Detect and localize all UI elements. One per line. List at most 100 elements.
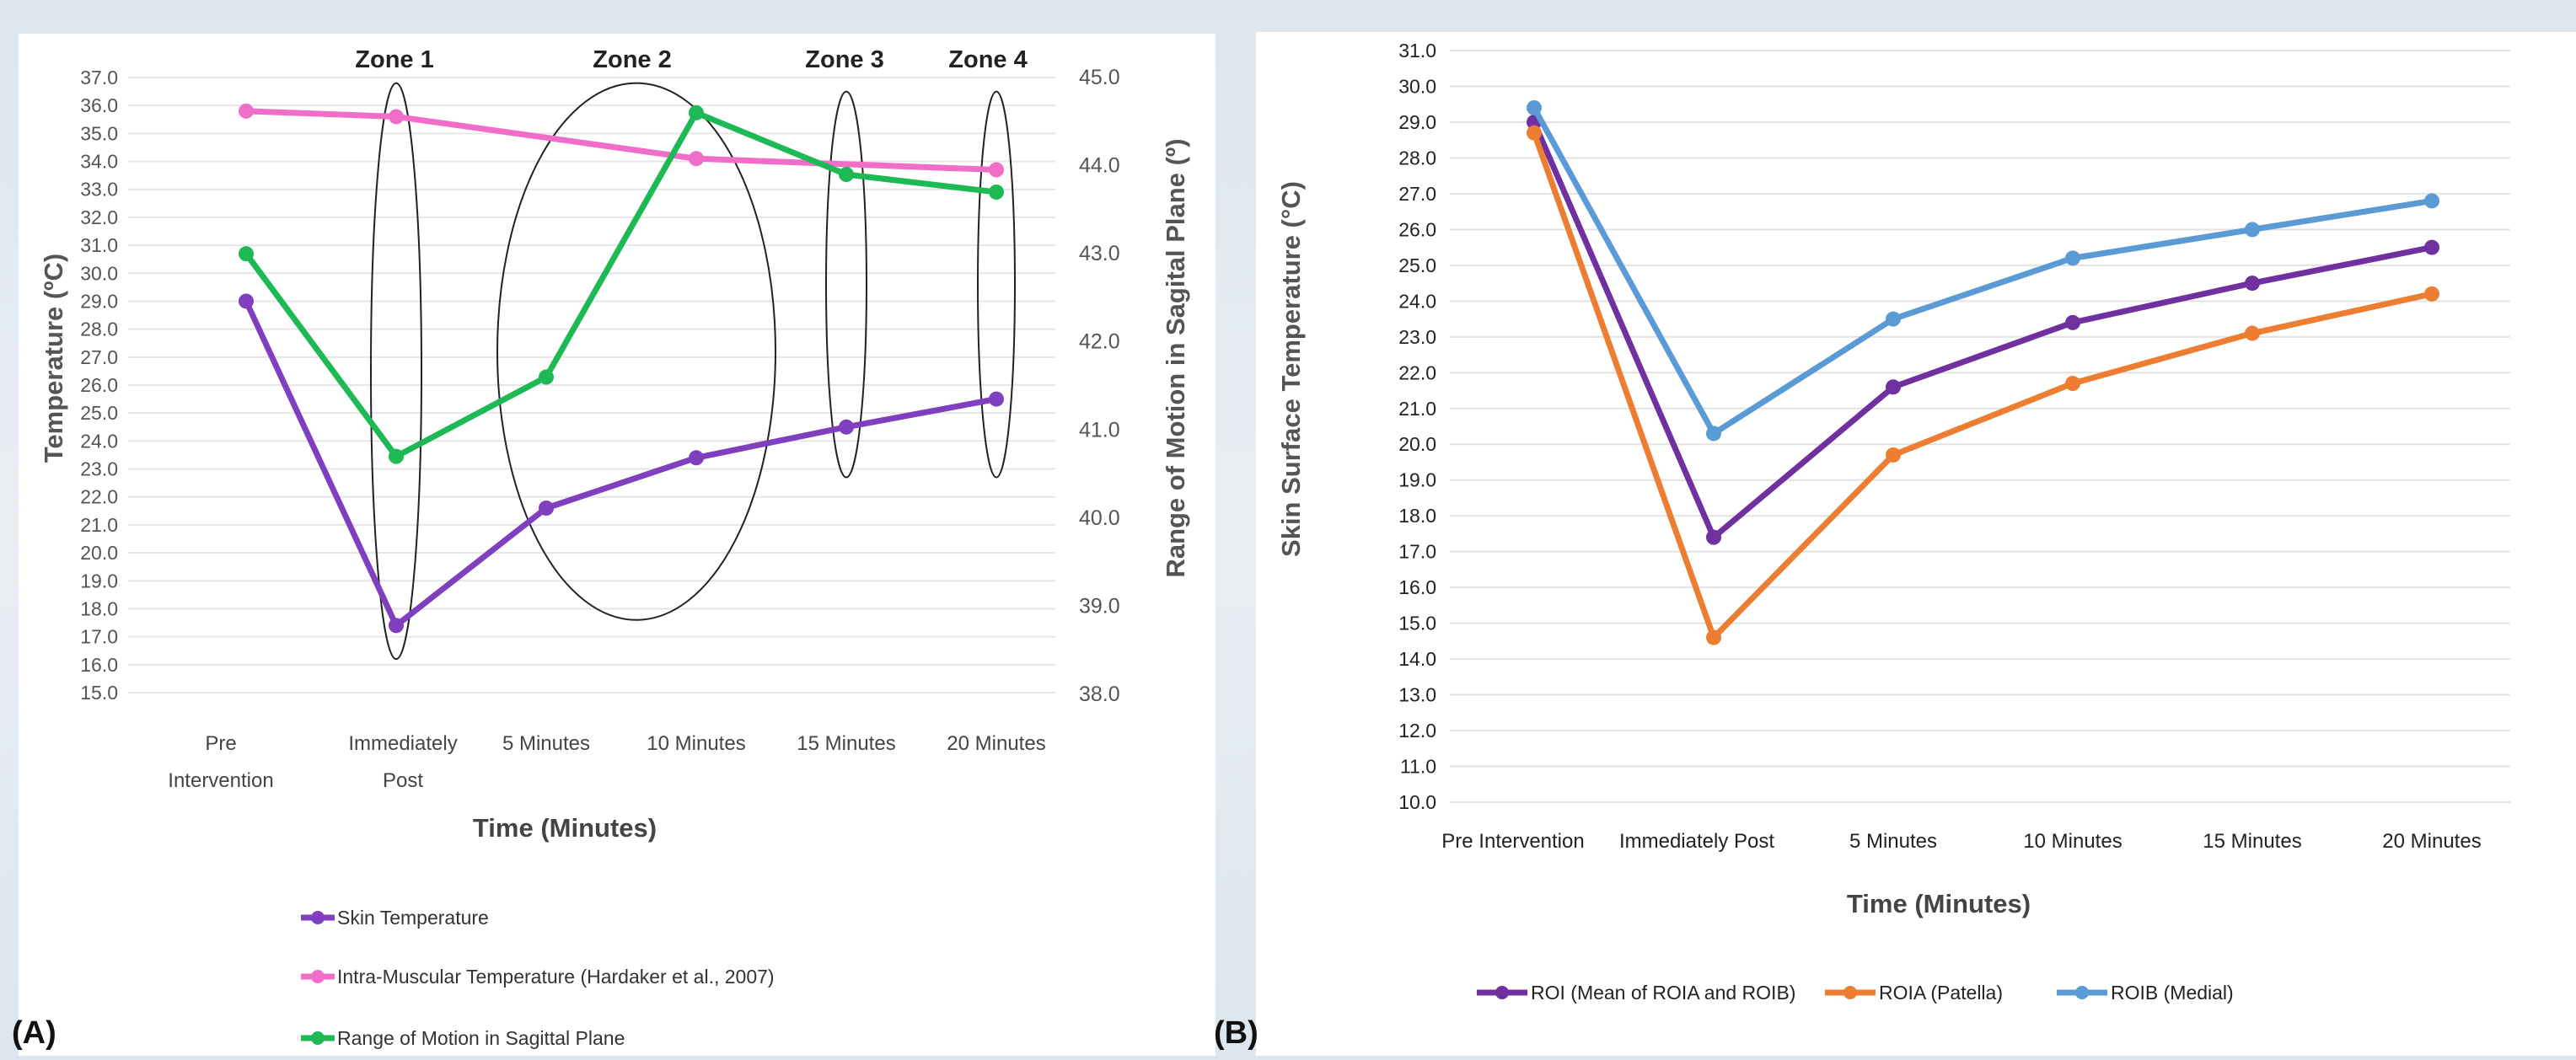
b-y-tick-label: 20.0 [1398,433,1436,455]
a-zone-label: Zone 2 [593,46,671,73]
a-y-tick-label: 26.0 [80,374,118,396]
a-legend-label: Range of Motion in Sagittal Plane [337,1027,625,1049]
b-y-tick-label: 28.0 [1398,147,1436,169]
a-x-axis-title: Time (Minutes) [473,813,657,843]
b-y-tick-label: 17.0 [1398,541,1436,563]
b-legend-marker [1843,986,1857,999]
a-data-point [689,151,704,167]
b-series-line [1531,131,2433,641]
b-y-tick-label: 31.0 [1398,40,1436,62]
b-x-tick-label: Immediately Post [1619,830,1774,853]
a-data-point [539,501,554,516]
a-x-tick-label: 20 Minutes [947,732,1045,755]
b-y-tick-label: 21.0 [1398,398,1436,420]
b-data-point [2245,222,2260,238]
b-x-tick-label: 10 Minutes [2023,830,2122,853]
b-data-point [1706,629,1721,645]
b-data-point [1706,529,1721,545]
a-gridlines [128,77,1055,693]
a-x-ticks: Pre Intervention Immediately Post 5 Minutes 1… [168,732,1045,792]
b-data-point [2065,376,2080,392]
a-data-point [989,162,1004,178]
a-legend-marker [311,911,325,924]
a-series-line [243,299,997,629]
b-gridlines [1450,50,2510,803]
a-zone-labels: Zone 1 Zone 2 Zone 3 Zone 4 [355,46,1027,73]
b-data-point [1706,426,1721,442]
b-y-tick-label: 24.0 [1398,290,1436,312]
a-data-point [839,419,854,435]
b-data-point [1886,447,1901,463]
a-zone-ellipse [370,82,422,661]
a-y-tick-label: 16.0 [80,654,118,676]
a-y2-tick-label: 43.0 [1079,242,1120,265]
b-x-tick-label: 20 Minutes [2382,830,2481,853]
b-x-ticks: Pre Intervention Immediately Post 5 Minute… [1441,830,2481,853]
a-data-point [839,167,854,183]
b-series [1527,99,2439,645]
b-data-point [2245,276,2260,292]
b-y-tick-label: 30.0 [1398,75,1436,97]
a-y-tick-label: 27.0 [80,346,118,368]
a-y-tick-label: 15.0 [80,682,118,704]
a-y-tick-label: 24.0 [80,430,118,452]
a-data-point [989,391,1004,407]
a-series [239,103,1004,634]
b-data-point [1527,125,1542,141]
b-y-tick-label: 10.0 [1398,791,1436,813]
b-data-point [2245,325,2260,341]
a-legend: Skin Temperature Intra-Muscular Temperatu… [301,907,775,1049]
b-data-point [2424,286,2439,302]
a-legend-marker [311,1031,325,1045]
b-legend-label: ROI (Mean of ROIA and ROIB) [1531,982,1795,1004]
chart-b: 10.0 11.0 12.0 13.0 14.0 15.0 16.0 17.0 18.0 19.0… [1276,40,2510,1004]
a-y-tick-label: 34.0 [80,151,118,173]
a-data-point [389,448,404,464]
a-legend-marker [311,970,325,983]
a-zone-ellipse [496,82,776,621]
a-data-point [389,618,404,634]
a-data-point [389,109,404,125]
a-zone-ellipses [370,82,1016,661]
b-y-tick-label: 27.0 [1398,183,1436,205]
b-y-tick-label: 11.0 [1400,756,1436,778]
a-y-tick-label: 36.0 [80,94,118,116]
a-y2-tick-label: 42.0 [1079,330,1120,354]
b-data-point [2065,314,2080,330]
a-zone-ellipse [977,90,1016,479]
a-data-point [239,293,254,309]
a-y-tick-label: 35.0 [80,122,118,144]
panel-a: 15.0 16.0 17.0 18.0 19.0 20.0 21.0 22.0 23.0 24.0… [19,34,1216,1056]
a-y-tick-label: 17.0 [80,626,118,648]
a-y2-tick-label: 44.0 [1079,154,1120,178]
b-legend-marker [1495,986,1509,999]
b-y-tick-label: 19.0 [1398,469,1436,491]
b-data-point [2065,250,2080,266]
a-y-tick-label: 19.0 [80,570,118,592]
a-data-point [239,246,254,262]
b-y-tick-label: 14.0 [1398,648,1436,670]
b-x-tick-label: Pre Intervention [1441,830,1584,853]
a-x-tick-label: 10 Minutes [647,732,745,755]
b-y-tick-label: 18.0 [1398,505,1436,527]
a-y-tick-label: 18.0 [80,597,118,619]
a-x-tick-label: Intervention [168,769,273,792]
b-legend-label: ROIB (Medial) [2111,982,2234,1004]
a-data-point [689,104,704,120]
b-x-tick-label: 15 Minutes [2203,830,2301,853]
b-data-point [2424,239,2439,255]
a-y-tick-label: 28.0 [80,319,118,340]
a-y-tick-label: 25.0 [80,402,118,424]
a-y-tick-label: 37.0 [80,67,118,88]
b-y-ticks: 10.0 11.0 12.0 13.0 14.0 15.0 16.0 17.0 18.0 19.0… [1398,40,1436,813]
b-y-tick-label: 12.0 [1398,720,1436,741]
a-y2-ticks: 38.0 39.0 40.0 41.0 42.0 43.0 44.0 45.0 [1079,66,1120,706]
a-legend-label: Skin Temperature [337,907,489,929]
a-zone-label: Zone 1 [355,46,433,73]
a-y2-tick-label: 45.0 [1079,66,1120,89]
panel-b: 10.0 11.0 12.0 13.0 14.0 15.0 16.0 17.0 18.0 19.0… [1256,32,2576,1056]
b-y-tick-label: 26.0 [1398,218,1436,240]
b-series-line [1531,120,2433,541]
b-data-point [1886,379,1901,395]
panel-b-label: (B) [1214,1015,1258,1051]
